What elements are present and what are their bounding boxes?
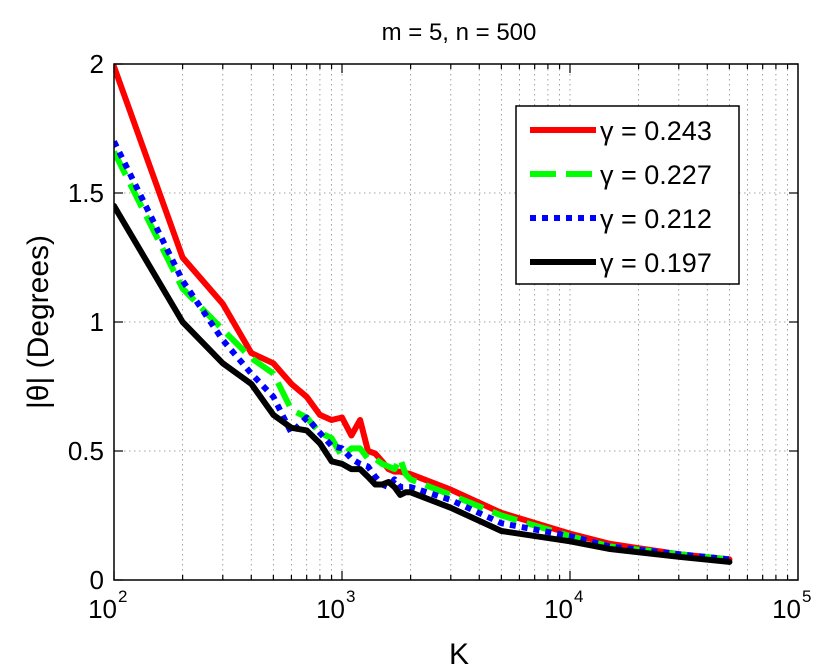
- x-tick-label: 10 4: [544, 587, 583, 624]
- y-tick-label: 1: [90, 307, 104, 337]
- x-tick-base: 10: [316, 594, 345, 624]
- x-tick-label: 10 3: [316, 587, 355, 624]
- series-line-2: [114, 150, 730, 563]
- y-tick-labels: 0 0.5 1 1.5 2: [68, 49, 104, 595]
- legend-box: [515, 105, 740, 285]
- y-tick-label: 0.5: [68, 436, 104, 466]
- x-tick-label: 10 2: [88, 587, 127, 624]
- series-line-4: [114, 202, 733, 565]
- legend-label: γ = 0.243: [600, 116, 712, 146]
- x-tick-labels: 10 2 10 3 10 4 10 5: [88, 587, 811, 624]
- y-tick-label: 2: [90, 49, 104, 79]
- chart-title: m = 5, n = 500: [382, 19, 537, 46]
- x-axis-label: K: [449, 638, 469, 671]
- y-axis-label: |θ| (Degrees): [22, 235, 55, 409]
- series-line-3: [114, 140, 730, 563]
- legend-item: γ = 0.197: [530, 248, 712, 278]
- x-tick-exponent: 2: [118, 587, 127, 606]
- legend-label: γ = 0.197: [600, 248, 712, 278]
- x-tick-exponent: 5: [802, 587, 811, 606]
- legend-item: γ = 0.243: [530, 116, 712, 146]
- x-tick-base: 10: [544, 594, 573, 624]
- x-tick-base: 10: [88, 594, 117, 624]
- x-tick-exponent: 3: [346, 587, 355, 606]
- axis-ticks: [113, 63, 798, 581]
- y-tick-label: 1.5: [68, 178, 104, 208]
- x-tick-exponent: 4: [574, 587, 583, 606]
- legend-item: γ = 0.227: [530, 160, 712, 190]
- x-tick-base: 10: [772, 594, 801, 624]
- legend-item: γ = 0.212: [530, 204, 712, 234]
- legend-label: γ = 0.212: [600, 204, 712, 234]
- legend: γ = 0.243 γ = 0.227 γ = 0.212 γ = 0.197: [515, 105, 740, 285]
- series-layer: [114, 64, 733, 565]
- x-tick-label: 10 5: [772, 587, 811, 624]
- y-tick-label: 0: [90, 565, 104, 595]
- legend-label: γ = 0.227: [600, 160, 712, 190]
